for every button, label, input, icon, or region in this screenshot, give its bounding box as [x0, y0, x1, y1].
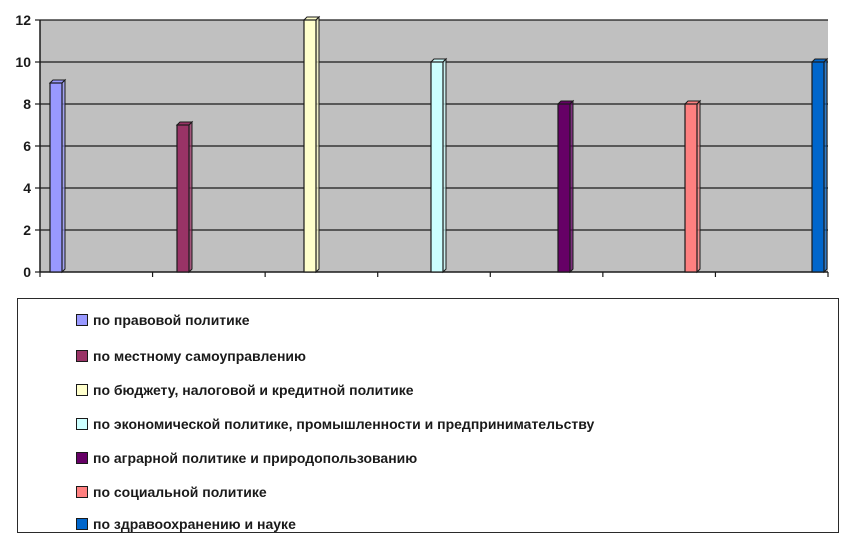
bar — [811, 61, 825, 273]
legend: по правовой политике по местному самоупра… — [17, 298, 839, 533]
legend-label: по аграрной политике и природопользовани… — [93, 450, 418, 466]
legend-label: по экономической политике, промышленност… — [93, 416, 595, 432]
legend-label: по местному самоуправлению — [93, 348, 306, 364]
bar — [49, 82, 63, 273]
y-axis: 0 2 4 6 8 10 12 — [15, 12, 41, 280]
bar — [684, 103, 698, 273]
legend-item: по бюджету, налоговой и кредитной полити… — [76, 379, 414, 401]
legend-item: по местному самоуправлению — [76, 345, 306, 367]
legend-label: по социальной политике — [93, 484, 267, 500]
legend-swatch — [76, 452, 88, 464]
y-tick-label: 6 — [23, 138, 31, 154]
legend-swatch — [76, 418, 88, 430]
legend-label: по бюджету, налоговой и кредитной полити… — [93, 382, 414, 398]
y-tick-label: 8 — [23, 96, 31, 112]
legend-label: по правовой политике — [93, 312, 250, 328]
legend-swatch — [76, 314, 88, 326]
bar — [176, 124, 190, 273]
bar — [303, 19, 317, 273]
y-tick-label: 10 — [15, 54, 31, 70]
legend-item: по здравоохранению и науке — [76, 513, 296, 535]
legend-swatch — [76, 518, 88, 530]
legend-item: по правовой политике — [76, 309, 250, 331]
legend-swatch — [76, 486, 88, 498]
legend-item: по социальной политике — [76, 481, 267, 503]
legend-swatch — [76, 384, 88, 396]
bar — [557, 103, 571, 273]
y-tick-label: 4 — [23, 180, 31, 196]
y-tick-label: 0 — [23, 264, 31, 280]
y-tick-label: 2 — [23, 222, 31, 238]
legend-swatch — [76, 350, 88, 362]
x-axis — [39, 271, 829, 277]
legend-item: по экономической политике, промышленност… — [76, 413, 594, 435]
bar — [430, 61, 444, 273]
bars — [48, 15, 829, 274]
y-tick-label: 12 — [15, 12, 31, 28]
legend-label: по здравоохранению и науке — [93, 516, 296, 532]
legend-item: по аграрной политике и природопользовани… — [76, 447, 417, 469]
bar-chart: 0 2 4 6 8 10 12 — [15, 12, 829, 280]
